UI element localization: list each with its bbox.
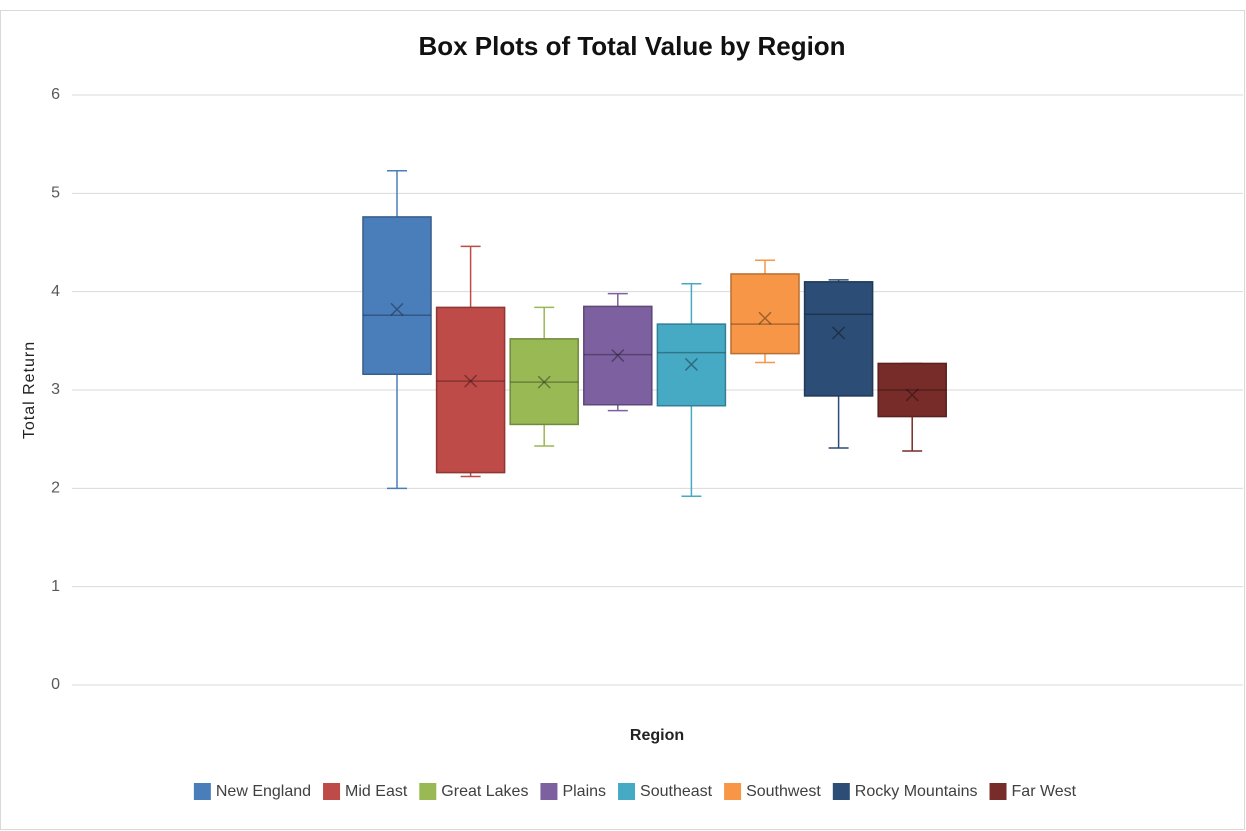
box-plot [730, 259, 800, 364]
mean-marker [537, 375, 551, 389]
y-tick-label: 4 [51, 283, 60, 300]
y-tick-label: 3 [51, 381, 60, 398]
box-outline [362, 216, 432, 376]
legend-swatch [989, 783, 1007, 800]
chart-title: Box Plots of Total Value by Region [418, 31, 845, 61]
box-outline [877, 362, 947, 418]
box [877, 362, 947, 418]
legend-label: Rocky Mountains [855, 783, 978, 800]
legend-swatch [724, 783, 742, 800]
chart-frame [0, 10, 1245, 830]
y-tick-label: 1 [51, 578, 60, 595]
legend-label: Far West [1012, 783, 1077, 800]
box [583, 305, 653, 406]
box-plot [877, 362, 947, 452]
box [435, 306, 506, 474]
mean-marker [832, 326, 846, 340]
legend-swatch [323, 783, 341, 800]
legend-label: Southeast [640, 783, 713, 800]
legend-label: New England [216, 783, 311, 800]
box-plot [803, 279, 874, 449]
legend-swatch [419, 783, 437, 800]
mean-marker [464, 374, 478, 388]
box-plot [509, 306, 579, 447]
y-tick-label: 6 [51, 86, 60, 103]
box-plot [362, 169, 432, 490]
legend-label: Plains [562, 783, 606, 800]
box-plot [583, 292, 653, 412]
box-outline [435, 306, 506, 474]
box [656, 323, 727, 407]
box-plot [435, 245, 506, 478]
legend-label: Mid East [345, 783, 408, 800]
box-outline [656, 323, 727, 407]
box-outline [583, 305, 653, 406]
legend-label: Southwest [746, 783, 821, 800]
legend-label: Great Lakes [441, 783, 528, 800]
box-outline [730, 273, 800, 355]
box-plot [656, 283, 727, 497]
y-tick-label: 0 [51, 676, 60, 693]
legend-swatch [832, 783, 850, 800]
y-axis-label: Total Return [21, 341, 38, 439]
legend-swatch [193, 783, 211, 800]
box-outline [509, 338, 579, 426]
box [362, 216, 432, 376]
box [509, 338, 579, 426]
mean-marker [684, 357, 698, 371]
mean-marker [905, 388, 919, 402]
mean-marker [390, 302, 404, 316]
y-tick-label: 5 [51, 185, 60, 202]
mean-marker [758, 311, 772, 325]
box-outline [803, 281, 874, 397]
y-tick-label: 2 [51, 480, 60, 497]
box [730, 273, 800, 355]
box [803, 281, 874, 397]
mean-marker [611, 349, 625, 363]
legend-swatch [540, 783, 558, 800]
legend: New England Mid East Great Lakes Plains Sout… [193, 783, 1077, 800]
legend-swatch [618, 783, 636, 800]
x-axis-label: Region [630, 727, 684, 744]
